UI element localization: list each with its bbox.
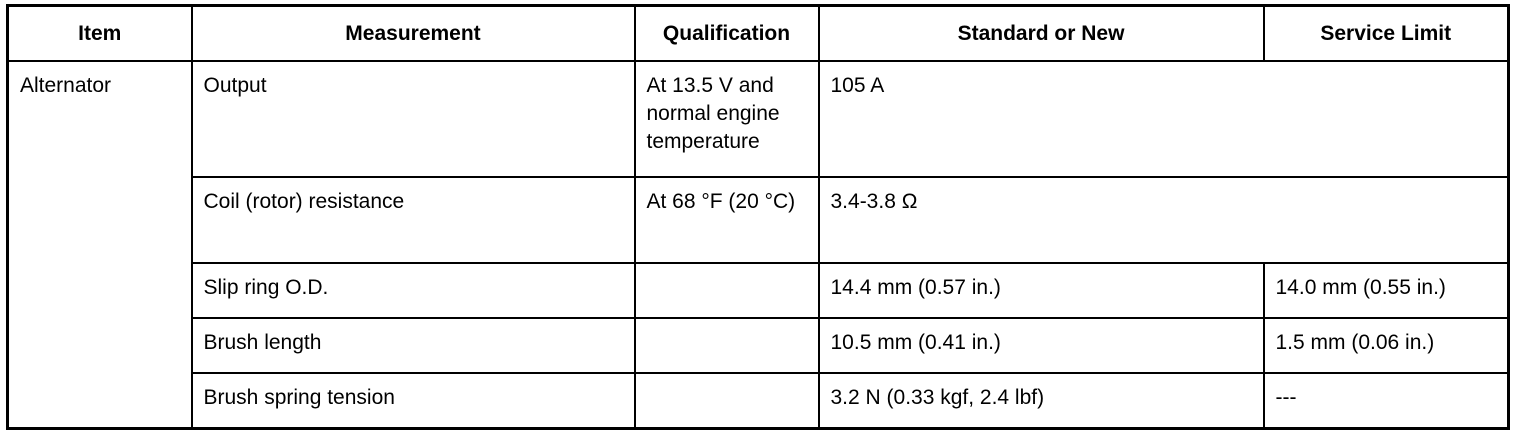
row: Coil (rotor) resistance At 68 °F (20 °C)… bbox=[8, 176, 1510, 264]
cell bbox=[633, 317, 820, 374]
cell: Output bbox=[190, 60, 636, 178]
header-cell: Measurement bbox=[190, 4, 636, 62]
cell: 1.5 mm (0.06 in.) bbox=[1262, 317, 1510, 374]
spec-table: Item Measurement Qualification Standard … bbox=[6, 4, 1510, 430]
cell bbox=[633, 372, 820, 430]
row: Alternator Output At 13.5 V and normal e… bbox=[6, 60, 1510, 430]
cell: Brush length bbox=[190, 317, 636, 374]
cell: 105 A bbox=[817, 60, 1510, 178]
cell: Slip ring O.D. bbox=[190, 262, 636, 319]
row: Brush length 10.5 mm (0.41 in.) 1.5 mm (… bbox=[8, 317, 1510, 374]
cell: --- bbox=[1262, 372, 1510, 430]
cell bbox=[633, 262, 820, 319]
row: Slip ring O.D. 14.4 mm (0.57 in.) 14.0 m… bbox=[8, 262, 1510, 319]
cell: At 13.5 V and normal engine temperature bbox=[633, 60, 820, 178]
cell: 14.0 mm (0.55 in.) bbox=[1262, 262, 1510, 319]
header-row: Item Measurement Qualification Standard … bbox=[6, 4, 1510, 62]
header-cell: Service Limit bbox=[1262, 4, 1510, 62]
header-cell: Qualification bbox=[633, 4, 820, 62]
cell: 3.2 N (0.33 kgf, 2.4 lbf) bbox=[817, 372, 1265, 430]
cell: 3.4-3.8 Ω bbox=[817, 176, 1510, 264]
cell: 14.4 mm (0.57 in.) bbox=[817, 262, 1265, 319]
cell: 10.5 mm (0.41 in.) bbox=[817, 317, 1265, 374]
cell: At 68 °F (20 °C) bbox=[633, 176, 820, 264]
cell: Coil (rotor) resistance bbox=[190, 176, 636, 264]
row: Brush spring tension 3.2 N (0.33 kgf, 2.… bbox=[8, 372, 1510, 430]
header-cell: Item bbox=[6, 4, 193, 62]
header-cell: Standard or New bbox=[817, 4, 1265, 62]
item-cell: Alternator bbox=[6, 60, 193, 430]
cell: Brush spring tension bbox=[190, 372, 636, 430]
